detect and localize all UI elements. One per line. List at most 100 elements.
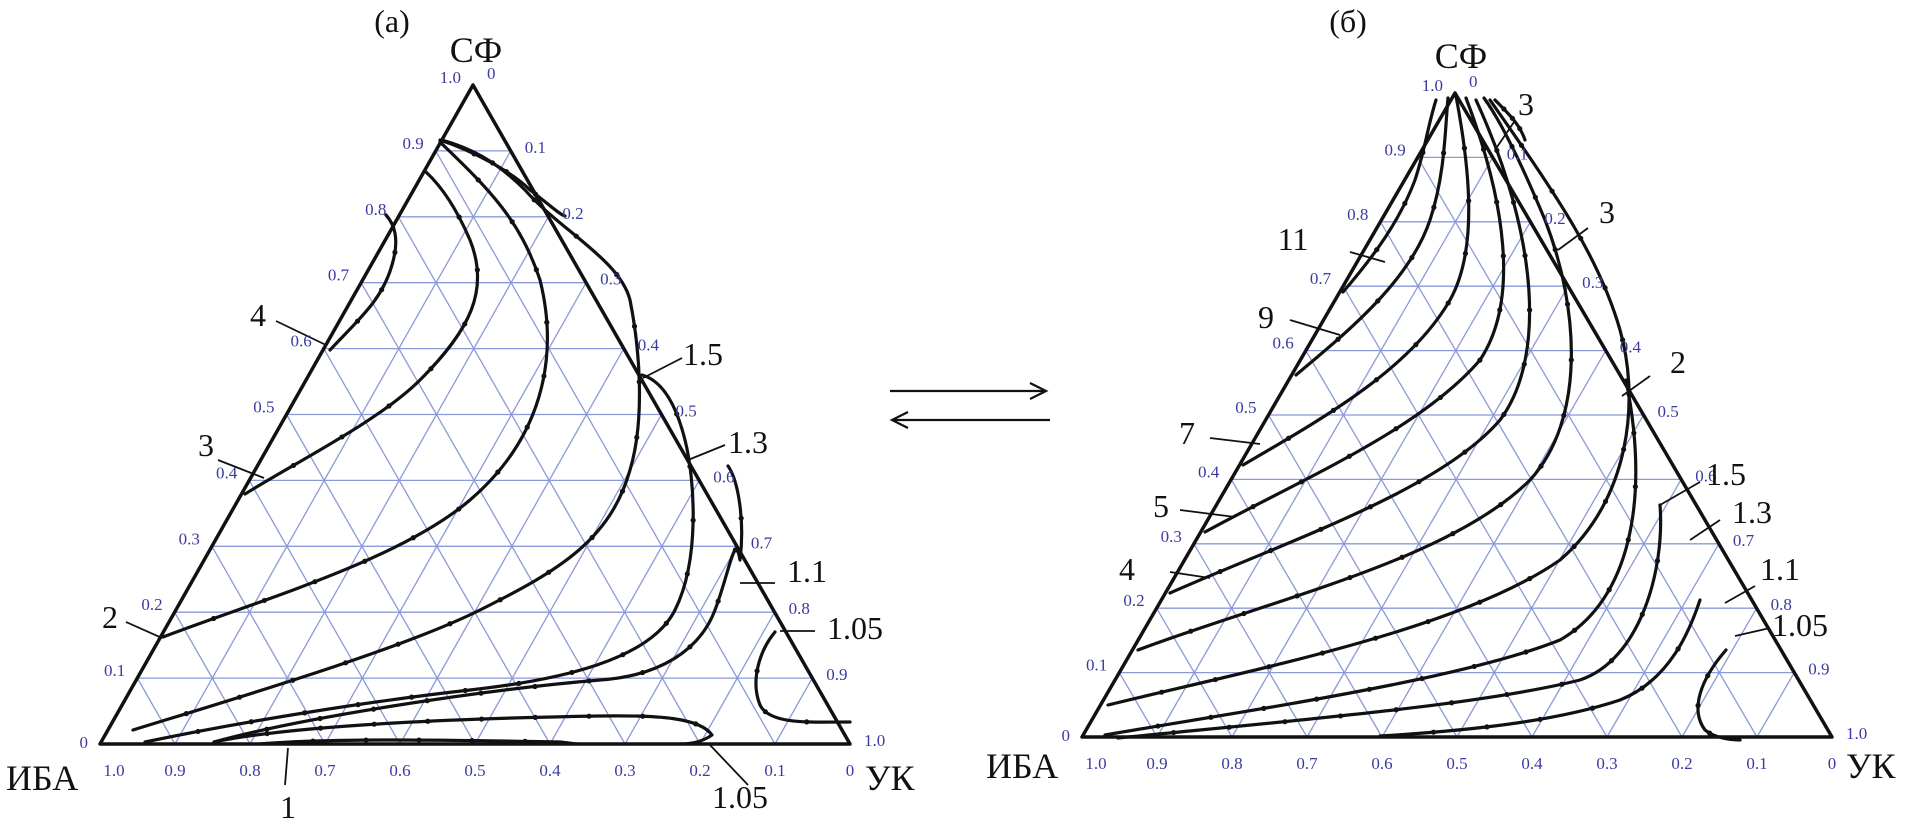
curve-b-1.1: [1378, 598, 1702, 738]
curve-a-2: [161, 140, 549, 639]
data-point: [738, 515, 744, 521]
vertex-b-left: ИБА: [986, 746, 1058, 786]
data-point: [456, 506, 462, 512]
data-point: [1504, 691, 1510, 698]
data-point: [264, 730, 270, 737]
data-point: [1639, 611, 1645, 618]
data-point: [631, 323, 638, 329]
data-point: [312, 579, 318, 585]
panel-a-ticks: 0 0.1 0.2 0.3 0.4 0.5 0.6 0.7 0.8 0.9 1.0 0 0.1 0.2 0.…: [80, 64, 886, 780]
right-tick-label: 0.4: [1620, 338, 1642, 357]
data-point: [1393, 707, 1399, 713]
panel-b-frame: [1080, 91, 1834, 739]
data-point: [1261, 705, 1267, 711]
panel-a-frame: [98, 83, 852, 746]
data-point: [1450, 531, 1456, 537]
left-tick-label: 0.6: [291, 332, 312, 351]
data-point: [1494, 199, 1500, 205]
curve-label: 1.1: [787, 553, 827, 589]
data-point: [1441, 150, 1447, 156]
data-point: [1373, 377, 1380, 383]
data-point: [754, 668, 760, 674]
data-point: [1285, 435, 1292, 441]
data-point: [674, 411, 680, 417]
data-point: [573, 233, 579, 239]
data-point: [1337, 713, 1344, 719]
panel-a-curve-labels: 4 3 2 1.5 1.3 1.1 1.05 1 1.05: [102, 297, 883, 825]
bottom-tick-label: 0.2: [689, 761, 710, 780]
bottom-tick-label: 0.9: [1146, 754, 1167, 773]
curve-label: 1.5: [683, 336, 723, 372]
data-point: [715, 598, 721, 604]
right-tick-label: 0.4: [638, 336, 660, 355]
left-tick-label: 0.2: [1123, 591, 1144, 610]
data-point: [456, 214, 462, 220]
data-point: [1510, 199, 1517, 205]
panel-b-leaders: [1169, 121, 1771, 637]
leader-b-1.1: [1724, 585, 1756, 604]
data-point: [495, 469, 501, 475]
right-tick-label: 0.2: [562, 204, 583, 223]
data-point: [1445, 300, 1451, 306]
data-point: [462, 687, 468, 694]
data-point: [1501, 411, 1507, 418]
data-point: [1568, 357, 1574, 363]
data-point: [1155, 723, 1161, 729]
data-point: [290, 462, 297, 469]
data-point: [1347, 574, 1353, 581]
data-point: [447, 621, 453, 627]
data-point: [261, 597, 267, 604]
curve-b-5: [1203, 96, 1506, 534]
data-point: [1471, 663, 1477, 670]
bottom-tick-label: 0.7: [314, 761, 336, 780]
data-point: [1480, 146, 1487, 152]
curve-label: 1.3: [1732, 494, 1772, 530]
data-point: [392, 249, 398, 255]
bottom-tick-label: 0.9: [164, 761, 185, 780]
left-tick-label: 0.3: [179, 529, 200, 548]
data-point: [532, 683, 538, 690]
curve-label: 3: [1518, 86, 1534, 122]
curve-b-7: [1241, 94, 1471, 467]
data-point: [1208, 714, 1214, 720]
right-tick-label: 0.2: [1544, 209, 1565, 228]
data-point: [1425, 618, 1431, 625]
equilibrium-arrows: [889, 382, 1050, 429]
data-point: [586, 713, 592, 719]
right-tick-label: 0.8: [1771, 595, 1792, 614]
leader-a-1.3: [687, 444, 726, 461]
data-point: [370, 706, 377, 712]
data-point: [533, 267, 539, 273]
data-point: [544, 319, 550, 325]
data-point: [1602, 498, 1609, 505]
curve-label: 4: [250, 297, 266, 333]
left-tick-label: 0.5: [253, 398, 274, 417]
data-point: [478, 716, 485, 722]
data-point: [395, 641, 401, 647]
data-point: [1526, 307, 1533, 313]
panel-b-curves: [1103, 94, 1742, 742]
curve-label: 5: [1153, 488, 1169, 524]
data-point: [1241, 610, 1247, 617]
leader-b-3-right: [1557, 227, 1589, 251]
bottom-tick-label: 0.2: [1671, 754, 1692, 773]
bottom-tick-label: 0.6: [1371, 754, 1392, 773]
panel-a: (а) 00.10.20.30.40.: [6, 3, 915, 825]
curve-a-1.5: [131, 138, 642, 732]
left-tick-label: 0.2: [141, 595, 162, 614]
panel-b: (б): [986, 3, 1896, 786]
data-point: [1523, 649, 1529, 655]
data-point: [410, 535, 416, 541]
data-point: [471, 151, 477, 157]
data-point: [1399, 554, 1405, 560]
bottom-tick-label: 0.6: [389, 761, 410, 780]
curve-label: 1.05: [1772, 607, 1828, 643]
data-point: [1564, 301, 1571, 307]
bottom-tick-label: 0.5: [1446, 754, 1467, 773]
data-point: [428, 366, 434, 372]
data-point: [1437, 394, 1444, 401]
data-point: [497, 597, 503, 603]
right-tick-label: 0.7: [751, 533, 773, 552]
data-point: [1372, 635, 1379, 641]
curve-b-1.05: [1696, 648, 1742, 742]
